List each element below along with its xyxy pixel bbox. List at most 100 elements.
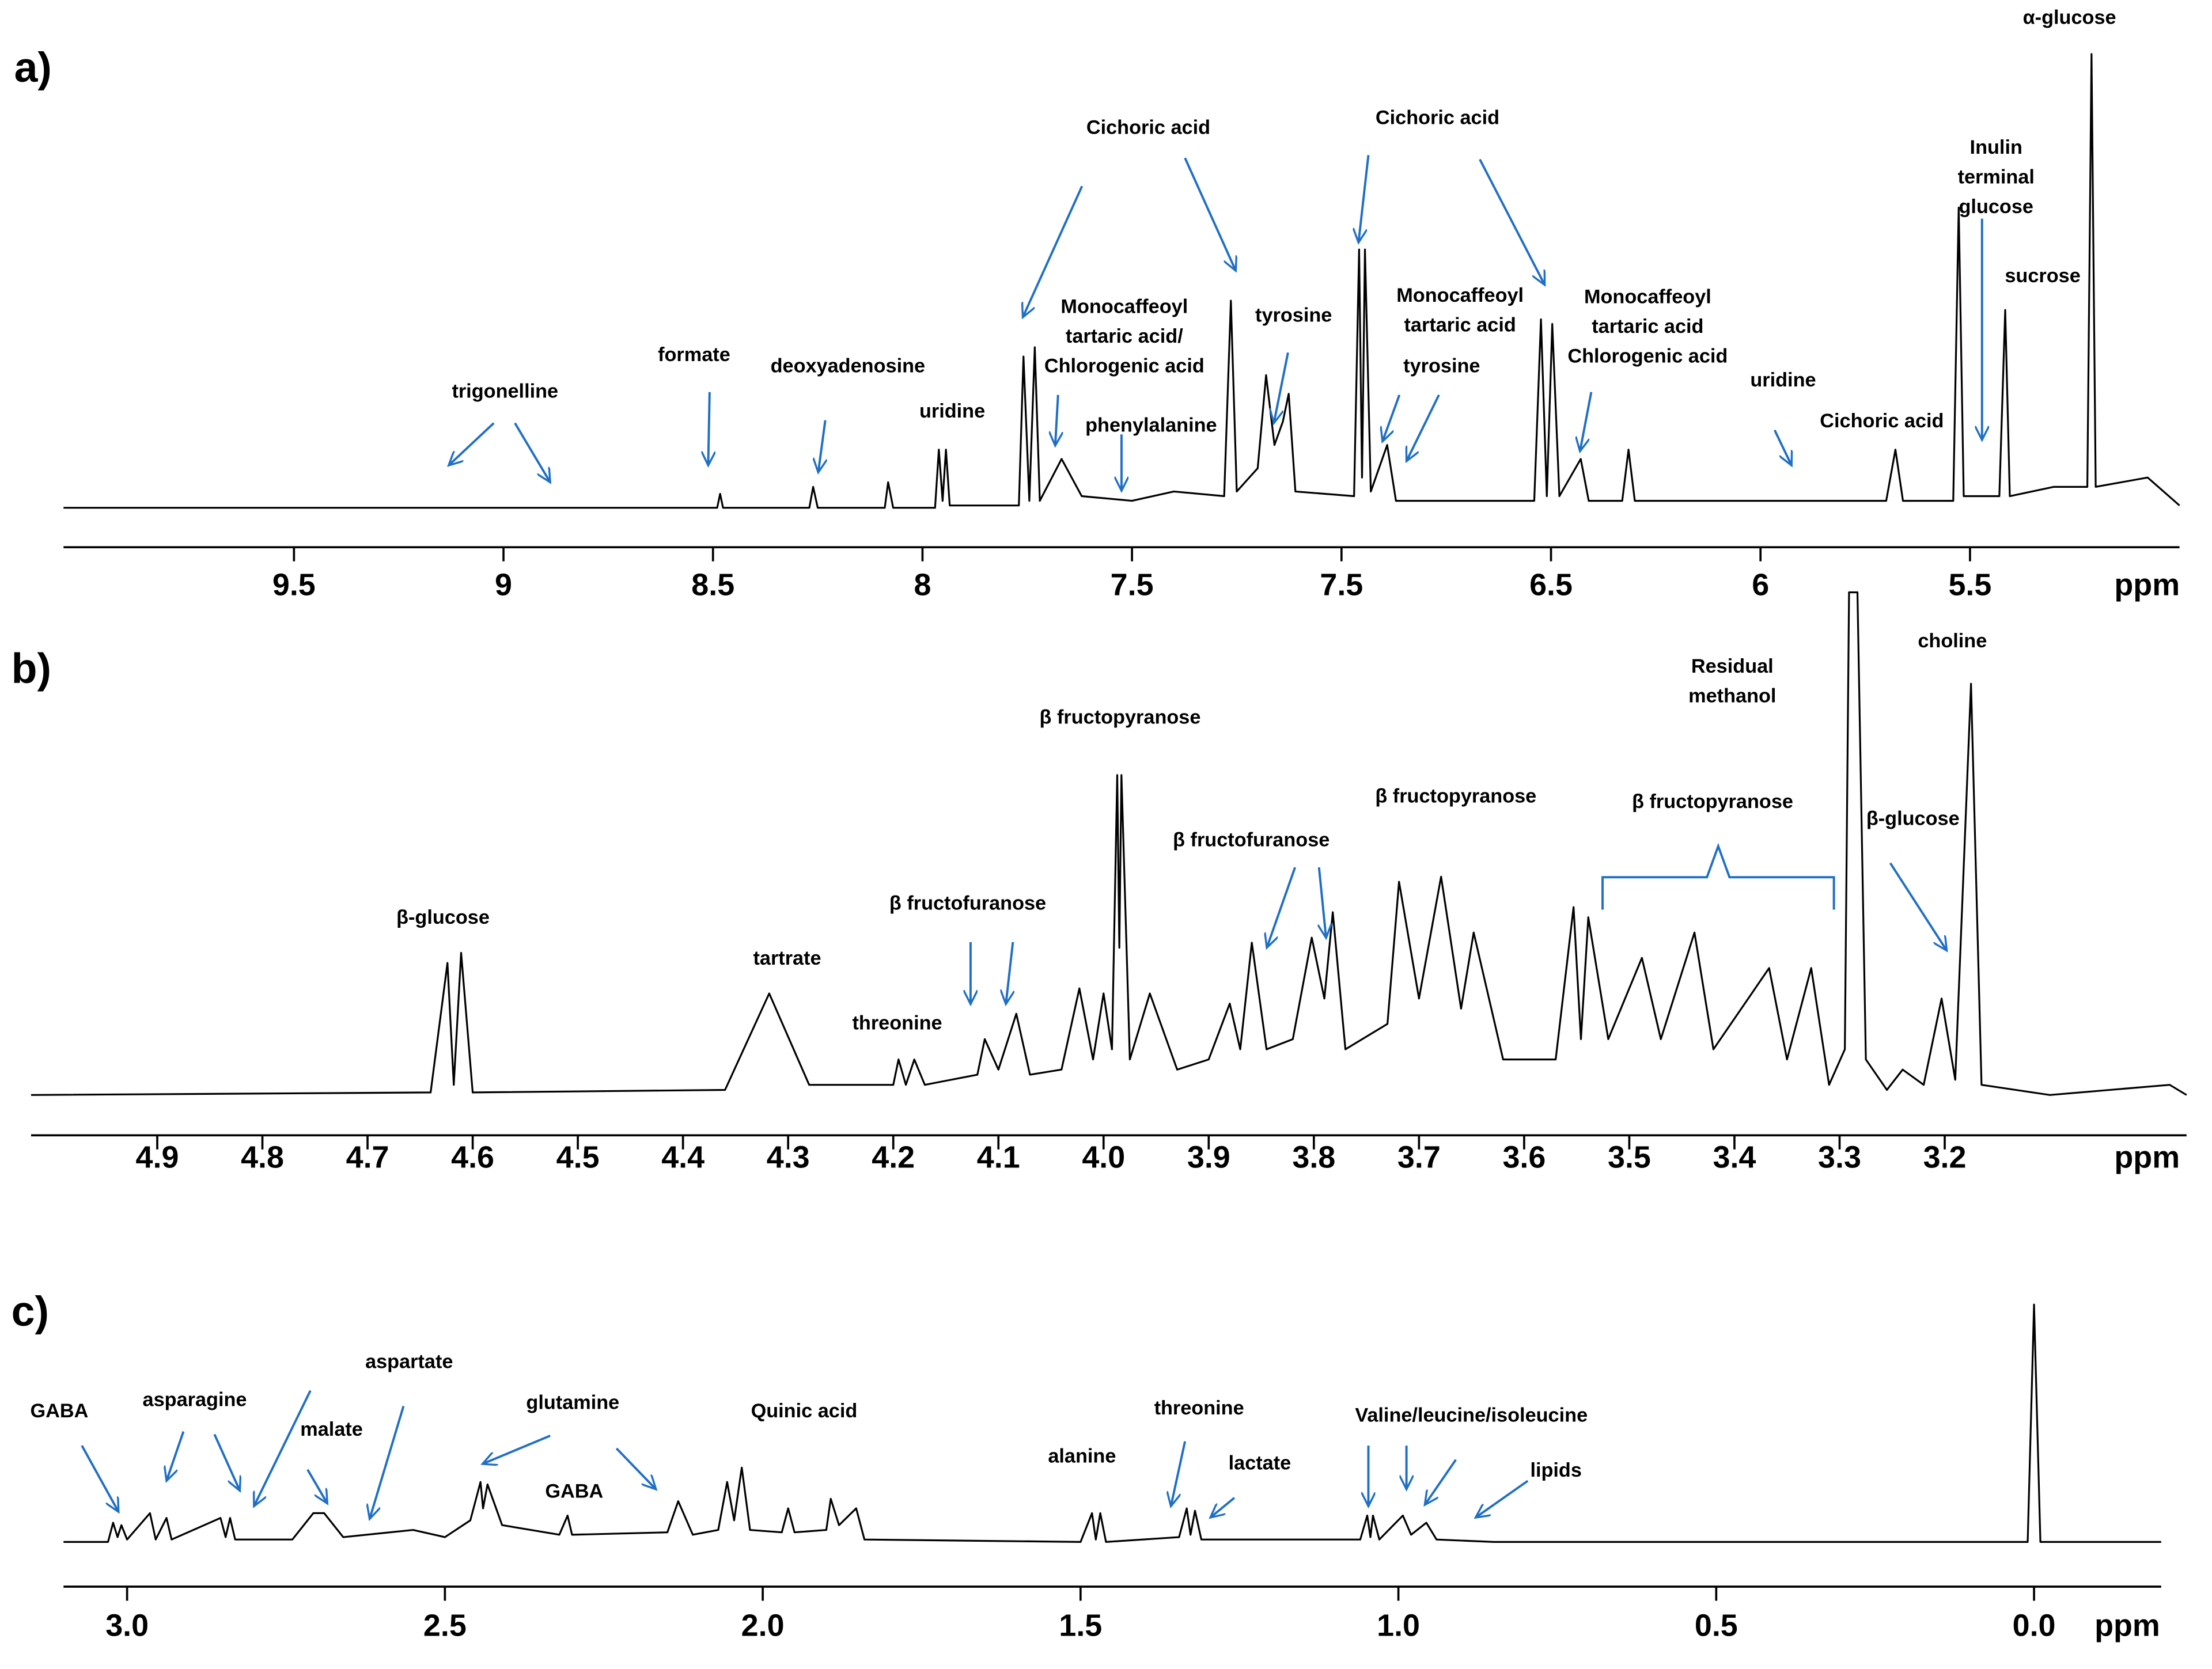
annotation-arrow <box>1171 1441 1187 1507</box>
annotation: lactate <box>1229 1452 1291 1474</box>
annotation: Residual <box>1691 655 1774 677</box>
annotation: threonine <box>853 1012 942 1034</box>
spectrum-line <box>31 591 2187 1096</box>
x-tick-label: 3.8 <box>1292 1140 1335 1175</box>
annotation: tartaric acid <box>1592 316 1703 337</box>
x-axis-label: ppm <box>2094 1609 2160 1643</box>
x-tick-label: 0.5 <box>1695 1609 1738 1643</box>
annotation: tyrosine <box>1255 304 1332 326</box>
annotation-arrow <box>370 1405 405 1519</box>
x-axis-label: ppm <box>2114 1140 2180 1175</box>
annotation-arrow <box>483 1435 551 1464</box>
annotation-arrow <box>818 420 825 473</box>
annotation-arrow <box>166 1431 185 1481</box>
x-tick-label: 4.7 <box>346 1140 389 1175</box>
annotation-arrow <box>1267 867 1296 948</box>
annotation: deoxyadenosine <box>771 355 926 377</box>
annotation-arrow <box>306 1469 327 1504</box>
annotation: uridine <box>919 400 985 422</box>
x-tick-label: 8.5 <box>691 567 734 602</box>
spectrum-line <box>63 53 2180 509</box>
annotation: lipids <box>1530 1459 1581 1481</box>
spectrum-line <box>63 1303 2161 1543</box>
annotation: malate <box>300 1418 363 1440</box>
x-tick-label: 4.0 <box>1082 1140 1125 1175</box>
annotation-arrow <box>1476 1480 1529 1518</box>
x-tick-label: 4.9 <box>136 1140 179 1175</box>
x-tick-label: 3.5 <box>1608 1140 1651 1175</box>
x-tick-label: 1.5 <box>1059 1609 1102 1643</box>
x-tick-label: 6 <box>1752 567 1769 602</box>
annotation: threonine <box>1154 1397 1244 1419</box>
x-axis-label: ppm <box>2114 567 2180 602</box>
annotation: Monocaffeoyl <box>1396 285 1524 306</box>
x-tick-label: 9.5 <box>272 567 316 602</box>
annotation-arrow <box>213 1433 240 1491</box>
annotation-arrow <box>1774 430 1791 465</box>
annotation-arrow <box>1425 1459 1457 1505</box>
annotation: Inulin <box>1970 136 2022 158</box>
annotation: choline <box>1918 630 1987 652</box>
annotation: Chlorogenic acid <box>1567 345 1728 367</box>
annotation: tartrate <box>753 947 821 969</box>
x-tick-label: 4.8 <box>241 1140 284 1175</box>
x-tick-label: 3.4 <box>1713 1140 1756 1175</box>
annotation-arrow <box>1407 394 1440 461</box>
panel-label: a) <box>14 43 52 91</box>
x-tick-label: 3.7 <box>1397 1140 1441 1175</box>
x-tick-label: 7.5 <box>1111 567 1154 602</box>
x-tick-label: 4.4 <box>661 1140 704 1175</box>
annotation-arrow <box>615 1447 656 1489</box>
annotation-arrow <box>1479 158 1545 285</box>
x-tick-label: 1.0 <box>1377 1609 1420 1643</box>
annotation-arrow <box>254 1390 312 1507</box>
x-tick-label: 4.5 <box>556 1140 600 1175</box>
annotation: aspartate <box>365 1351 453 1372</box>
annotation: β-glucose <box>1866 808 1960 830</box>
annotation: asparagine <box>143 1389 247 1411</box>
x-tick-label: 3.3 <box>1818 1140 1861 1175</box>
annotation: Quinic acid <box>751 1400 858 1422</box>
annotation: β fructopyranose <box>1040 706 1201 728</box>
annotation-arrow <box>1006 942 1013 1004</box>
annotation-arrow <box>708 392 709 465</box>
annotation: Cichoric acid <box>1376 107 1499 129</box>
annotation-arrow <box>1382 395 1401 442</box>
x-tick-label: 3.9 <box>1187 1140 1230 1175</box>
annotation: β fructopyranose <box>1632 791 1793 813</box>
annotation-arrow <box>1055 395 1058 446</box>
annotation: Monocaffeoyl <box>1060 296 1188 318</box>
x-tick-label: 8 <box>914 567 931 602</box>
annotation: Cichoric acid <box>1820 410 1944 432</box>
annotation: glucose <box>1959 196 2033 218</box>
bracket <box>1601 843 1835 910</box>
annotation: β fructopyranose <box>1375 785 1536 807</box>
panel-label: b) <box>12 644 51 692</box>
x-tick-label: 9 <box>495 567 512 602</box>
annotation: trigonelline <box>452 381 558 403</box>
x-tick-label: 6.5 <box>1529 567 1573 602</box>
annotation-arrow <box>1210 1497 1236 1518</box>
annotation: phenylalanine <box>1085 414 1217 436</box>
annotation: methanol <box>1688 685 1776 707</box>
annotation: glutamine <box>526 1391 619 1413</box>
annotation: GABA <box>545 1481 603 1503</box>
annotation: β fructofuranose <box>889 893 1046 915</box>
x-tick-label: 4.3 <box>767 1140 810 1175</box>
x-tick-label: 4.1 <box>977 1140 1020 1175</box>
annotation: formate <box>658 344 730 366</box>
annotation: β-glucose <box>396 906 490 928</box>
panel-label: c) <box>12 1287 49 1335</box>
x-tick-label: 2.0 <box>741 1609 785 1643</box>
annotation-arrow <box>1184 157 1236 271</box>
annotation: tartaric acid/ <box>1066 325 1183 347</box>
annotation-arrow <box>449 422 495 465</box>
x-tick-label: 3.0 <box>105 1609 149 1643</box>
x-tick-label: 5.5 <box>1948 567 1991 602</box>
annotation-arrow <box>1319 867 1326 938</box>
annotation-arrow <box>1023 185 1084 317</box>
annotation: uridine <box>1750 369 1816 391</box>
annotation-arrow <box>1889 862 1947 951</box>
